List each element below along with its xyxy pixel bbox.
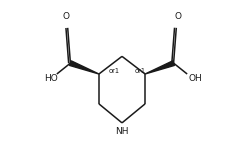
Text: or1: or1 [135, 68, 146, 74]
Text: O: O [63, 12, 70, 21]
Text: NH: NH [115, 127, 129, 136]
Polygon shape [145, 61, 174, 74]
Polygon shape [70, 61, 99, 74]
Text: HO: HO [45, 74, 58, 83]
Text: O: O [174, 12, 181, 21]
Text: OH: OH [188, 74, 202, 83]
Text: or1: or1 [109, 68, 120, 74]
